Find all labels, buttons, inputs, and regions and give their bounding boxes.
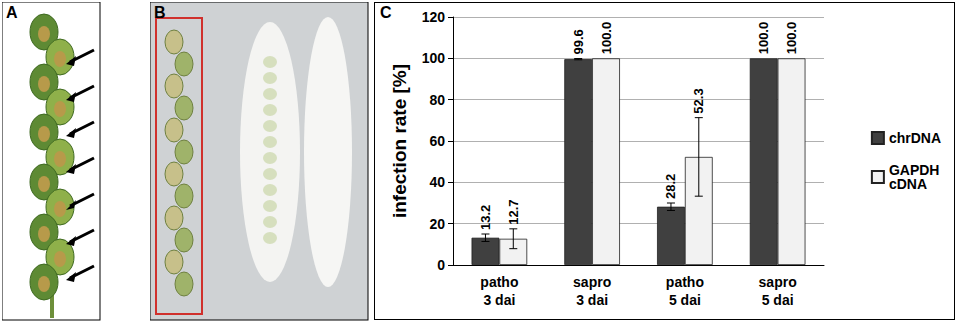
svg-text:sapro: sapro [573, 274, 611, 290]
svg-text:3 dai: 3 dai [576, 292, 608, 308]
svg-text:99.6: 99.6 [571, 29, 586, 54]
svg-text:100.0: 100.0 [599, 22, 614, 55]
svg-text:cDNA: cDNA [889, 176, 927, 192]
svg-text:13.2: 13.2 [478, 205, 493, 230]
svg-text:80: 80 [429, 92, 445, 108]
svg-text:60: 60 [429, 133, 445, 149]
svg-text:chrDNA: chrDNA [889, 130, 941, 146]
svg-text:120: 120 [422, 9, 446, 25]
svg-text:100: 100 [422, 50, 446, 66]
svg-text:patho: patho [480, 274, 518, 290]
svg-text:12.7: 12.7 [506, 200, 521, 225]
svg-text:infection rate [%]: infection rate [%] [389, 64, 410, 218]
svg-text:0: 0 [437, 257, 445, 273]
svg-text:patho: patho [666, 274, 704, 290]
svg-text:sapro: sapro [759, 274, 797, 290]
svg-text:52.3: 52.3 [691, 88, 706, 113]
svg-text:3 dai: 3 dai [483, 292, 515, 308]
html-text:A: A [6, 4, 18, 21]
html-text:B: B [154, 4, 166, 21]
svg-text:100.0: 100.0 [756, 22, 771, 55]
svg-text:100.0: 100.0 [784, 22, 799, 55]
svg-text:5 dai: 5 dai [762, 292, 794, 308]
svg-text:5 dai: 5 dai [669, 292, 701, 308]
svg-text:40: 40 [429, 174, 445, 190]
svg-text:GAPDH: GAPDH [888, 162, 940, 178]
svg-text:20: 20 [429, 216, 445, 232]
html-text:C: C [380, 4, 392, 21]
svg-text:28.2: 28.2 [663, 174, 678, 199]
